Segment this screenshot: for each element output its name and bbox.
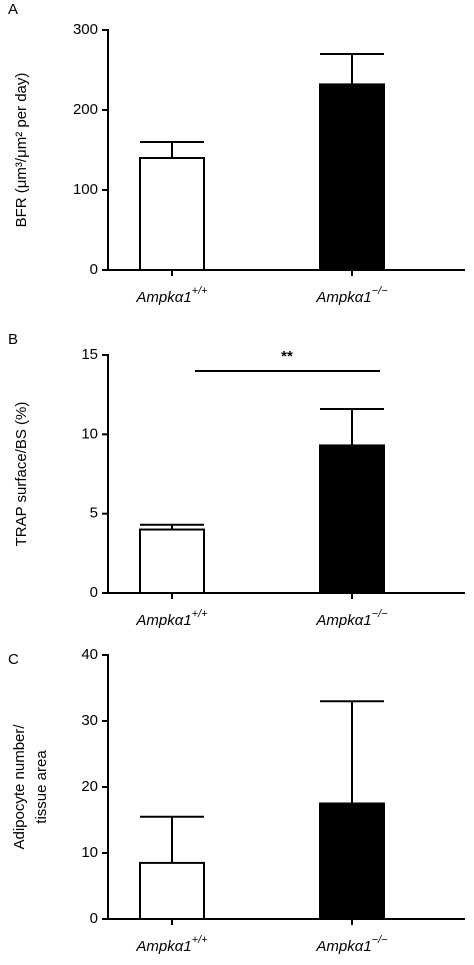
y-tick-label: 0 bbox=[90, 584, 98, 601]
x-tick-label: Ampkα1+/+ bbox=[135, 608, 208, 629]
y-tick-label: 5 bbox=[90, 505, 98, 522]
bar bbox=[319, 83, 385, 272]
y-tick-label: 20 bbox=[81, 778, 98, 795]
y-tick-label: 15 bbox=[81, 346, 98, 363]
y-axis-label: TRAP surface/BS (%) bbox=[13, 402, 30, 547]
y-tick-label: 30 bbox=[81, 712, 98, 729]
significance-label: ** bbox=[281, 348, 293, 365]
bar bbox=[139, 157, 205, 271]
panel-label: B bbox=[8, 331, 18, 348]
y-tick-label: 300 bbox=[73, 21, 98, 38]
y-axis-label: tissue area bbox=[33, 750, 50, 824]
x-tick-label: Ampkα1−/− bbox=[315, 608, 388, 629]
x-tick-label: Ampkα1+/+ bbox=[135, 285, 208, 306]
y-tick-label: 200 bbox=[73, 101, 98, 118]
bar bbox=[139, 861, 205, 921]
y-axis-label: Adipocyte number/ bbox=[11, 724, 28, 850]
x-tick-label: Ampkα1+/+ bbox=[135, 934, 208, 955]
bar bbox=[319, 802, 385, 920]
y-tick-label: 10 bbox=[81, 425, 98, 442]
bar bbox=[319, 444, 385, 594]
y-axis-label: BFR (μm³/μm² per day) bbox=[13, 73, 30, 228]
y-tick-label: 10 bbox=[81, 844, 98, 861]
panel-label: C bbox=[8, 651, 19, 668]
bar bbox=[139, 528, 205, 594]
panel-label: A bbox=[8, 1, 18, 18]
y-tick-label: 100 bbox=[73, 181, 98, 198]
y-tick-label: 0 bbox=[90, 910, 98, 927]
y-tick-label: 0 bbox=[90, 261, 98, 278]
x-tick-label: Ampkα1−/− bbox=[315, 285, 388, 306]
x-tick-label: Ampkα1−/− bbox=[315, 934, 388, 955]
y-tick-label: 40 bbox=[81, 646, 98, 663]
